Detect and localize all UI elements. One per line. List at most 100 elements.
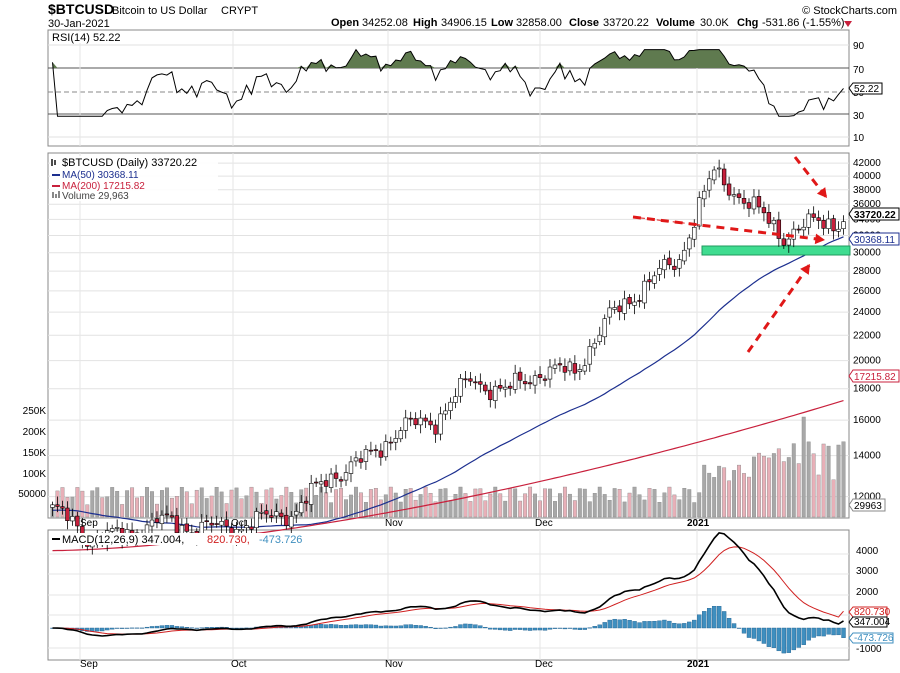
price-tick: 28000 [853, 266, 881, 277]
x-label-sep: Sep [80, 518, 98, 529]
price-tick: 36000 [853, 199, 881, 210]
macd-histogram-bar [547, 627, 553, 630]
open-value: 34252.08 [362, 17, 408, 29]
volume-bar [677, 499, 682, 518]
rsi-overbought-fill [52, 49, 844, 68]
candle-body [537, 374, 543, 378]
volume-bar [239, 498, 244, 518]
volume-bar [100, 497, 105, 518]
macd-histogram-bar [557, 627, 563, 629]
x-axis-price: Sep Oct Nov Dec 2021 [80, 518, 710, 529]
macd-histogram-bar [552, 627, 558, 629]
volume-bar [194, 489, 199, 518]
candle-body [716, 167, 722, 170]
macd-histogram-bar [294, 627, 299, 629]
macd-tick: 2000 [856, 587, 879, 598]
volume-value: 30.0K [700, 17, 729, 29]
volume-bar [368, 489, 373, 518]
volume-bar [637, 494, 642, 518]
arrow-bottom-head [800, 264, 810, 275]
volume-bar [766, 457, 771, 518]
candle-body [517, 371, 523, 381]
high-label: High [413, 17, 438, 29]
macd-histogram-bar [393, 625, 398, 629]
macd-histogram-bar [537, 627, 543, 631]
volume-bar [617, 488, 622, 518]
candle-body [453, 396, 458, 403]
volume-bar [647, 488, 652, 518]
candle-body [826, 218, 831, 229]
candle-body [836, 228, 841, 232]
arrow-tail [632, 216, 701, 226]
macd-histogram-bar [134, 627, 140, 629]
macd-histogram-bar [328, 624, 334, 629]
volume-bar [712, 477, 717, 518]
volume-bar [642, 499, 647, 518]
macd-histogram-bar [542, 627, 548, 631]
macd-histogram-bar [184, 627, 190, 629]
volume-bar [458, 486, 463, 518]
x-label-dec: Dec [535, 518, 553, 529]
volume-bar [209, 495, 214, 518]
volume-bar [349, 494, 353, 518]
volume-bar [692, 502, 697, 518]
volume-bar [478, 488, 483, 518]
volume-bar [567, 493, 572, 518]
candle-body [254, 511, 259, 529]
candle-body [776, 219, 782, 239]
macd-histogram-bar [95, 627, 100, 632]
candle-body [423, 417, 428, 422]
x-label-dec: Dec [535, 659, 553, 670]
candle-body [756, 196, 762, 208]
x-label-oct: Oct [231, 518, 247, 529]
macd-histogram-bar [109, 627, 115, 630]
candle-body [318, 481, 324, 485]
volume-bar [722, 467, 727, 518]
macd-histogram-bar [403, 624, 408, 629]
candle-body [637, 300, 642, 302]
volume-bar [732, 470, 737, 518]
macd-histogram-bar [129, 627, 135, 629]
macd-histogram-bar [841, 627, 846, 638]
macd-legend: MACD(12,26,9) 347.004, 820.730, -473.726 [50, 533, 310, 546]
macd-histogram-bar [522, 627, 528, 631]
candle-body [323, 480, 329, 487]
macd-histogram-bar [602, 622, 607, 629]
x-label-2021: 2021 [687, 659, 710, 670]
candle-body [473, 381, 478, 384]
volume-bar [657, 502, 662, 518]
macd-histogram-bar [527, 627, 533, 631]
candle-body [174, 515, 180, 534]
volume-bar [662, 492, 667, 518]
macd-histogram-bar [343, 625, 349, 629]
candle-body [726, 183, 732, 196]
macd-histogram-bar [503, 627, 508, 631]
macd-histogram-bar [124, 627, 130, 629]
macd-histogram-bar [478, 625, 483, 629]
candle-body [493, 385, 498, 401]
volume-bar [543, 488, 547, 518]
candle-body [164, 513, 170, 516]
candle-body [761, 207, 767, 214]
volume-bar [781, 461, 786, 518]
macd-histogram-bar [791, 627, 796, 651]
candle-body [796, 228, 801, 231]
candle-body [259, 511, 264, 514]
candle-body [249, 526, 254, 530]
macd-histogram-bar [304, 626, 309, 629]
candle-body [667, 257, 672, 266]
macd-histogram-bar [139, 627, 145, 629]
macd-histogram-bar [383, 625, 389, 629]
volume-bar [627, 492, 632, 518]
low-label: Low [491, 17, 513, 29]
candle-body [706, 178, 712, 191]
volume-bar [199, 487, 204, 518]
macd-histogram-bar [423, 625, 428, 629]
candle-body [274, 511, 279, 517]
macd-histogram-bar [786, 627, 791, 653]
volume-bar [329, 502, 334, 518]
macd-histogram-bar [144, 626, 150, 629]
volume-bar [488, 493, 493, 518]
macd-histogram-bar [174, 626, 180, 629]
macd-histogram-bar [826, 627, 831, 635]
